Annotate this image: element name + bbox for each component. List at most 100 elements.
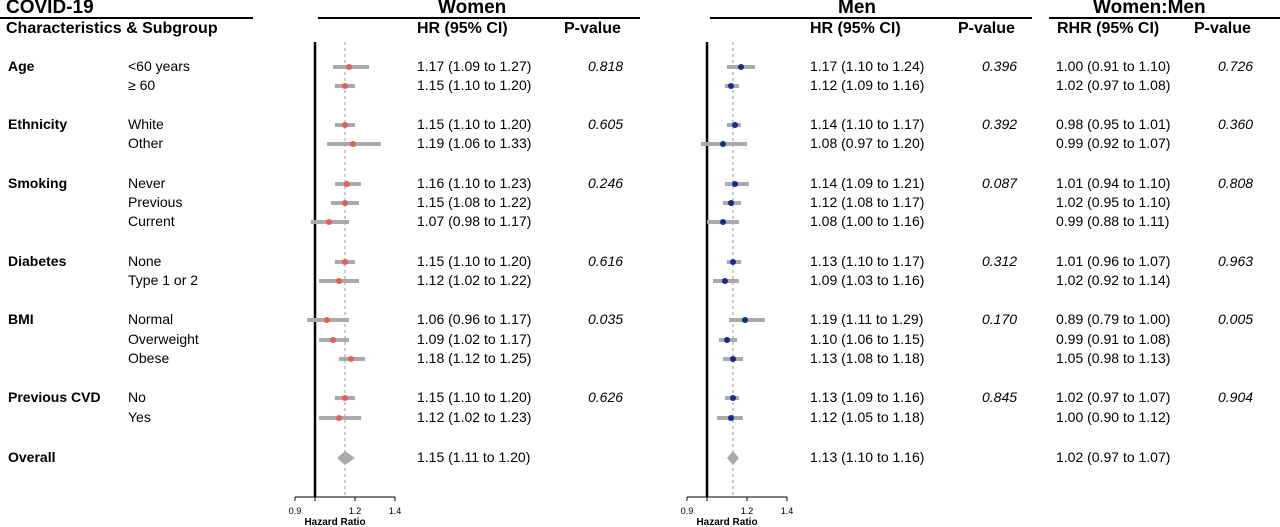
men-hr-value: 1.09 (1.03 to 1.16) xyxy=(810,272,925,288)
overall-diamond xyxy=(337,451,355,465)
group-label: Diabetes xyxy=(8,253,67,269)
hr-point xyxy=(730,395,736,401)
women-hr-value: 1.07 (0.98 to 1.17) xyxy=(417,213,532,229)
women-pvalue: 0.605 xyxy=(588,116,624,132)
men-hr-value: 1.12 (1.09 to 1.16) xyxy=(810,77,925,93)
subgroup-label: Yes xyxy=(128,409,151,425)
group-label: Previous CVD xyxy=(8,389,101,405)
women-hr-value: 1.12 (1.02 to 1.22) xyxy=(417,272,532,288)
ratio-pvalue: 0.904 xyxy=(1218,389,1254,405)
hr-point xyxy=(342,395,348,401)
hr-point xyxy=(738,64,744,70)
header-rule-women xyxy=(318,17,640,19)
hr-point xyxy=(728,415,734,421)
hr-point xyxy=(724,337,730,343)
ratio-rhr-value: 1.02 (0.97 to 1.07) xyxy=(1056,449,1171,465)
group-label: Age xyxy=(8,58,35,74)
women-pvalue: 0.818 xyxy=(588,58,624,74)
x-tick-label: 1.2 xyxy=(349,506,362,516)
women-hr-value: 1.16 (1.10 to 1.23) xyxy=(417,175,532,191)
hr-point xyxy=(336,415,342,421)
women-pvalue: 0.626 xyxy=(588,389,624,405)
subgroup-label: Overweight xyxy=(128,331,199,347)
men-title: Men xyxy=(838,0,876,18)
subgroup-label: <60 years xyxy=(128,58,190,74)
hr-point xyxy=(324,317,330,323)
subgroup-label: Previous xyxy=(128,194,183,210)
men-pvalue: 0.392 xyxy=(982,116,1018,132)
ratio-rhr-value: 1.01 (0.94 to 1.10) xyxy=(1056,175,1171,191)
x-tick-label: 0.9 xyxy=(681,506,694,516)
women-hr-value: 1.09 (1.02 to 1.17) xyxy=(417,331,532,347)
subgroup-label: Type 1 or 2 xyxy=(128,272,199,288)
ratio-pvalue: 0.005 xyxy=(1218,311,1254,327)
subgroup-label: Obese xyxy=(128,350,170,366)
women-pval-header: P-value xyxy=(564,20,621,37)
men-pvalue: 0.845 xyxy=(982,389,1018,405)
subgroup-label: Other xyxy=(128,135,164,151)
ratio-rhr-value: 0.89 (0.79 to 1.00) xyxy=(1056,311,1171,327)
covid-title: COVID-19 xyxy=(6,0,94,18)
ratio-rhr-value: 1.00 (0.91 to 1.10) xyxy=(1056,58,1171,74)
hr-point xyxy=(326,219,332,225)
ratio-rhr-value: 1.01 (0.96 to 1.07) xyxy=(1056,253,1171,269)
women-hr-value: 1.15 (1.11 to 1.20) xyxy=(417,449,531,465)
hr-point xyxy=(720,141,726,147)
men-hr-value: 1.12 (1.05 to 1.18) xyxy=(810,409,925,425)
women-hr-value: 1.15 (1.10 to 1.20) xyxy=(417,253,532,269)
x-axis-title: Hazard Ratio xyxy=(304,517,365,527)
men-hr-value: 1.17 (1.10 to 1.24) xyxy=(810,58,925,74)
subgroup-label: None xyxy=(128,253,162,269)
overall-diamond xyxy=(727,451,739,465)
men-hr-value: 1.13 (1.09 to 1.16) xyxy=(810,389,925,405)
char-subgroup-header: Characteristics & Subgroup xyxy=(6,20,218,37)
ratio-rhr-value: 1.05 (0.98 to 1.13) xyxy=(1056,350,1171,366)
ratio-rhr-value: 1.02 (0.95 to 1.10) xyxy=(1056,194,1171,210)
men-hr-value: 1.08 (1.00 to 1.16) xyxy=(810,213,925,229)
hr-point xyxy=(344,181,350,187)
group-label: Smoking xyxy=(8,175,68,191)
x-tick-label: 0.9 xyxy=(289,506,302,516)
hr-point xyxy=(330,337,336,343)
hr-point xyxy=(336,278,342,284)
header-rule-left xyxy=(0,17,253,19)
subgroup-label: No xyxy=(128,389,146,405)
hr-point xyxy=(728,200,734,206)
ratio-rhr-value: 0.99 (0.88 to 1.11) xyxy=(1056,213,1170,229)
ratio-rhr-value: 0.99 (0.91 to 1.08) xyxy=(1056,331,1171,347)
men-hr-header: HR (95% CI) xyxy=(810,20,901,37)
subgroup-label: Normal xyxy=(128,311,174,327)
ratio-pvalue: 0.726 xyxy=(1218,58,1254,74)
women-hr-header: HR (95% CI) xyxy=(417,20,508,37)
hr-point xyxy=(730,356,736,362)
men-pvalue: 0.312 xyxy=(982,253,1018,269)
subgroup-label: ≥ 60 xyxy=(128,77,156,93)
men-hr-value: 1.12 (1.08 to 1.17) xyxy=(810,194,925,210)
hr-point xyxy=(348,356,354,362)
x-tick-label: 1.2 xyxy=(741,506,754,516)
ratio-rhr-value: 1.02 (0.97 to 1.07) xyxy=(1056,389,1171,405)
hr-point xyxy=(730,259,736,265)
men-hr-value: 1.13 (1.10 to 1.17) xyxy=(810,253,925,269)
women-hr-value: 1.15 (1.08 to 1.22) xyxy=(417,194,532,210)
women-pvalue: 0.616 xyxy=(588,253,624,269)
hr-point xyxy=(732,122,738,128)
ratio-rhr-value: 0.98 (0.95 to 1.01) xyxy=(1056,116,1171,132)
hr-point xyxy=(742,317,748,323)
men-pvalue: 0.396 xyxy=(982,58,1018,74)
hr-point xyxy=(728,83,734,89)
men-hr-value: 1.14 (1.10 to 1.17) xyxy=(810,116,925,132)
group-label: Overall xyxy=(8,449,56,465)
ratio-rhr-value: 1.02 (0.92 to 1.14) xyxy=(1056,272,1171,288)
hr-point xyxy=(342,200,348,206)
group-label: BMI xyxy=(8,311,34,327)
ratio-pvalue: 0.360 xyxy=(1218,116,1254,132)
women-hr-value: 1.15 (1.10 to 1.20) xyxy=(417,389,532,405)
women-hr-value: 1.17 (1.09 to 1.27) xyxy=(417,58,532,74)
x-tick-label: 1.4 xyxy=(389,506,402,516)
ratio-rhr-value: 0.99 (0.92 to 1.07) xyxy=(1056,135,1171,151)
hr-point xyxy=(350,141,356,147)
women-hr-value: 1.15 (1.10 to 1.20) xyxy=(417,116,532,132)
women-pvalue: 0.035 xyxy=(588,311,624,327)
